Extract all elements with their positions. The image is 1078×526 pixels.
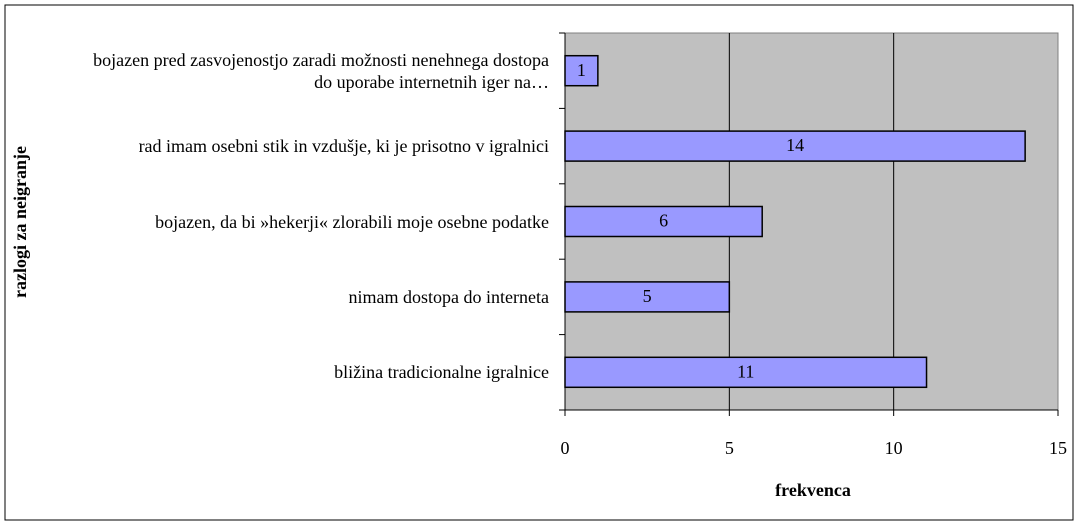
x-tick-label: 10 — [885, 438, 903, 458]
value-label: 5 — [643, 286, 652, 306]
y-tick-label: rad imam osebni stik in vzdušje, ki je p… — [138, 136, 549, 157]
value-label: 6 — [659, 211, 668, 231]
y-tick-label: bližina tradicionalne igralnice — [334, 362, 549, 383]
bar — [564, 130, 1026, 162]
x-tick-label: 15 — [1049, 438, 1067, 458]
y-tick-label: bojazen pred zasvojenostjo zaradi možnos… — [93, 49, 549, 92]
y-tick-label: bojazen, da bi »hekerji« zlorabili moje … — [155, 211, 549, 232]
bar — [564, 281, 731, 313]
bar — [564, 205, 763, 238]
y-tick-label: nimam dostopa do interneta — [348, 286, 549, 307]
x-axis-label: frekvenca — [775, 480, 851, 500]
bar — [564, 54, 599, 87]
bar — [564, 356, 928, 389]
value-label: 11 — [737, 361, 754, 381]
value-label: 14 — [786, 135, 804, 155]
x-tick-label: 0 — [561, 438, 570, 458]
y-axis-label: razlogi za neigranje — [10, 146, 30, 298]
x-tick-label: 5 — [725, 438, 734, 458]
plot-area — [564, 32, 1059, 411]
value-label: 1 — [577, 60, 586, 80]
